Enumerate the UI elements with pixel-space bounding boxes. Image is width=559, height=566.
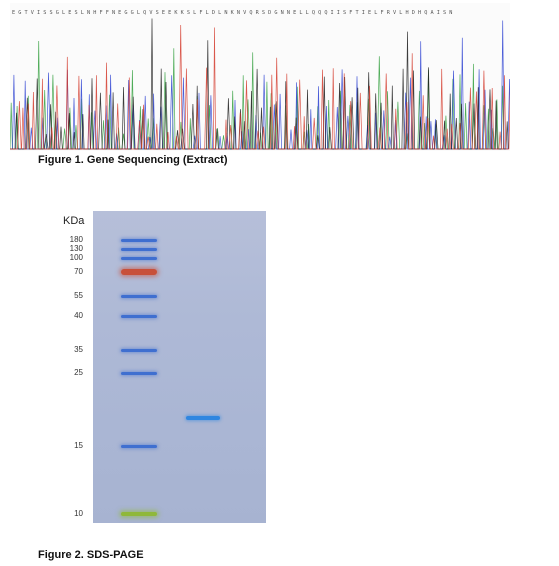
mw-label-40: 40	[74, 311, 83, 320]
mw-label-100: 100	[69, 253, 83, 262]
marker-band-55	[121, 294, 157, 298]
trace-blue	[10, 20, 510, 150]
mw-label-70: 70	[74, 267, 83, 276]
mw-label-55: 55	[74, 291, 83, 300]
marker-band-25	[121, 371, 157, 375]
marker-band-180	[121, 238, 157, 242]
marker-band-35	[121, 348, 157, 352]
mw-label-180: 180	[69, 235, 83, 244]
mw-label-15: 15	[74, 441, 83, 450]
marker-band-10	[121, 512, 157, 516]
marker-band-130	[121, 247, 157, 251]
trace-black	[10, 18, 509, 150]
sds-page-gel	[93, 211, 266, 523]
mw-label-10: 10	[74, 509, 83, 518]
sequencing-chromatogram: E G T V I S S G L E S L N H F F N E G G …	[10, 3, 510, 151]
figure-1-caption: Figure 1. Gene Sequencing (Extract)	[38, 154, 228, 166]
kda-label: KDa	[63, 215, 85, 227]
figure-2-caption: Figure 2. SDS-PAGE	[38, 549, 144, 561]
mw-label-130: 130	[69, 244, 83, 253]
marker-band-40	[121, 314, 157, 318]
mw-label-25: 25	[74, 368, 83, 377]
sample-band	[186, 416, 220, 420]
marker-band-15	[121, 444, 157, 448]
mw-label-35: 35	[74, 345, 83, 354]
marker-band-100	[121, 256, 157, 260]
chromatogram-traces: E G T V I S S G L E S L N H F F N E G G …	[10, 10, 510, 150]
marker-band-70	[121, 269, 157, 275]
sequence-text: E G T V I S S G L E S L N H F F N E G G …	[12, 10, 452, 16]
trace-red	[10, 24, 510, 150]
